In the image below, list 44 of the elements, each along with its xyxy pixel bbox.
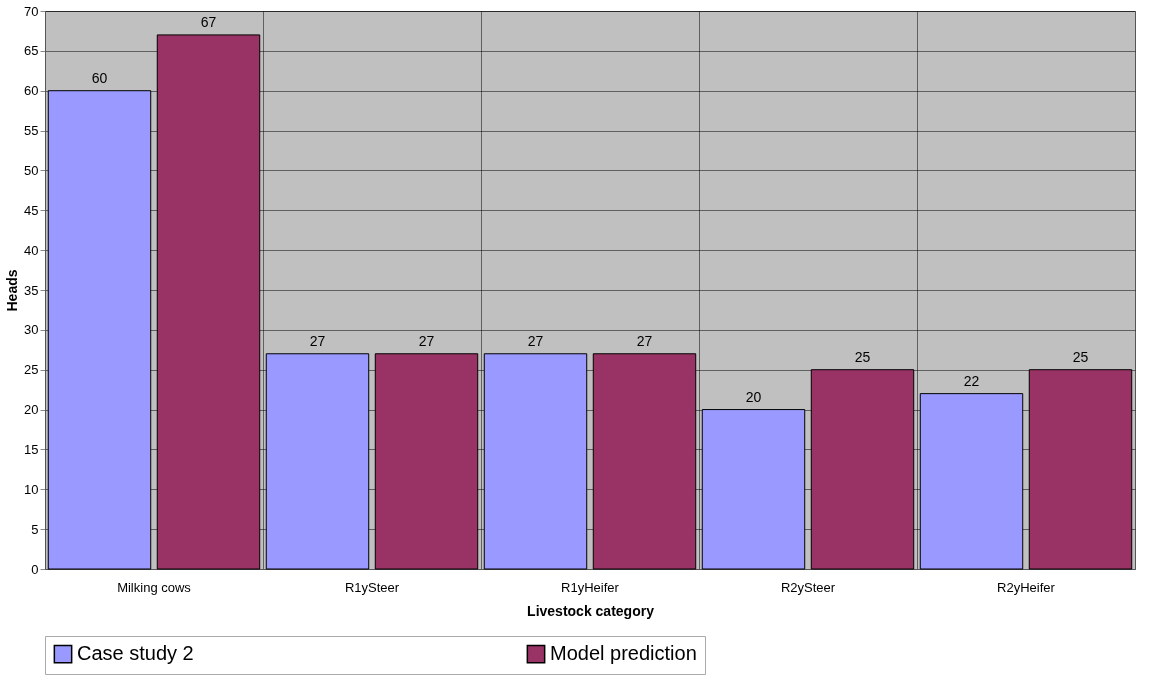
- bar: [592, 353, 697, 570]
- bar: [156, 34, 261, 570]
- bar: [483, 353, 588, 570]
- y-tick-label: 30: [24, 322, 39, 338]
- y-tick-label: 35: [24, 282, 39, 298]
- data-label: 22: [963, 372, 980, 389]
- y-tick-label: 5: [31, 521, 39, 537]
- x-tick-label: R1yHeifer: [561, 579, 620, 595]
- bar: [265, 353, 370, 570]
- data-label: 27: [418, 332, 435, 349]
- bar: [1028, 369, 1133, 570]
- bar: [47, 90, 152, 570]
- bar: [701, 409, 806, 570]
- y-tick-label: 60: [24, 83, 39, 99]
- data-label: 20: [745, 388, 762, 405]
- y-tick-label: 65: [24, 43, 39, 59]
- data-label: 25: [1072, 348, 1089, 365]
- data-label: 27: [527, 332, 544, 349]
- data-label: 67: [200, 13, 217, 30]
- data-label: 27: [309, 332, 326, 349]
- bar: [810, 369, 915, 570]
- data-label: 25: [854, 348, 871, 365]
- y-tick-label: 10: [24, 481, 39, 497]
- x-axis-title: Livestock category: [527, 602, 655, 619]
- y-tick-label: 55: [24, 123, 39, 139]
- legend-label: Model prediction: [550, 642, 697, 665]
- x-tick-label: R2ySteer: [780, 579, 836, 595]
- y-tick-label: 40: [24, 242, 39, 258]
- bar: [919, 393, 1024, 570]
- y-tick-label: 70: [24, 3, 39, 19]
- y-axis-title: Heads: [4, 269, 21, 312]
- x-tick-label: Milking cows: [117, 579, 192, 595]
- x-tick-label: R2yHeifer: [997, 579, 1056, 595]
- legend-label: Case study 2: [77, 642, 194, 665]
- bar: [374, 353, 479, 570]
- x-tick-label: R1ySteer: [344, 579, 400, 595]
- data-label: 60: [91, 69, 108, 86]
- y-tick-label: 20: [24, 402, 39, 418]
- y-tick-label: 25: [24, 362, 39, 378]
- data-label: 27: [636, 332, 653, 349]
- y-tick-label: 45: [24, 202, 39, 218]
- y-tick-label: 0: [31, 561, 39, 577]
- y-tick-label: 15: [24, 441, 39, 457]
- y-tick-label: 50: [24, 162, 39, 178]
